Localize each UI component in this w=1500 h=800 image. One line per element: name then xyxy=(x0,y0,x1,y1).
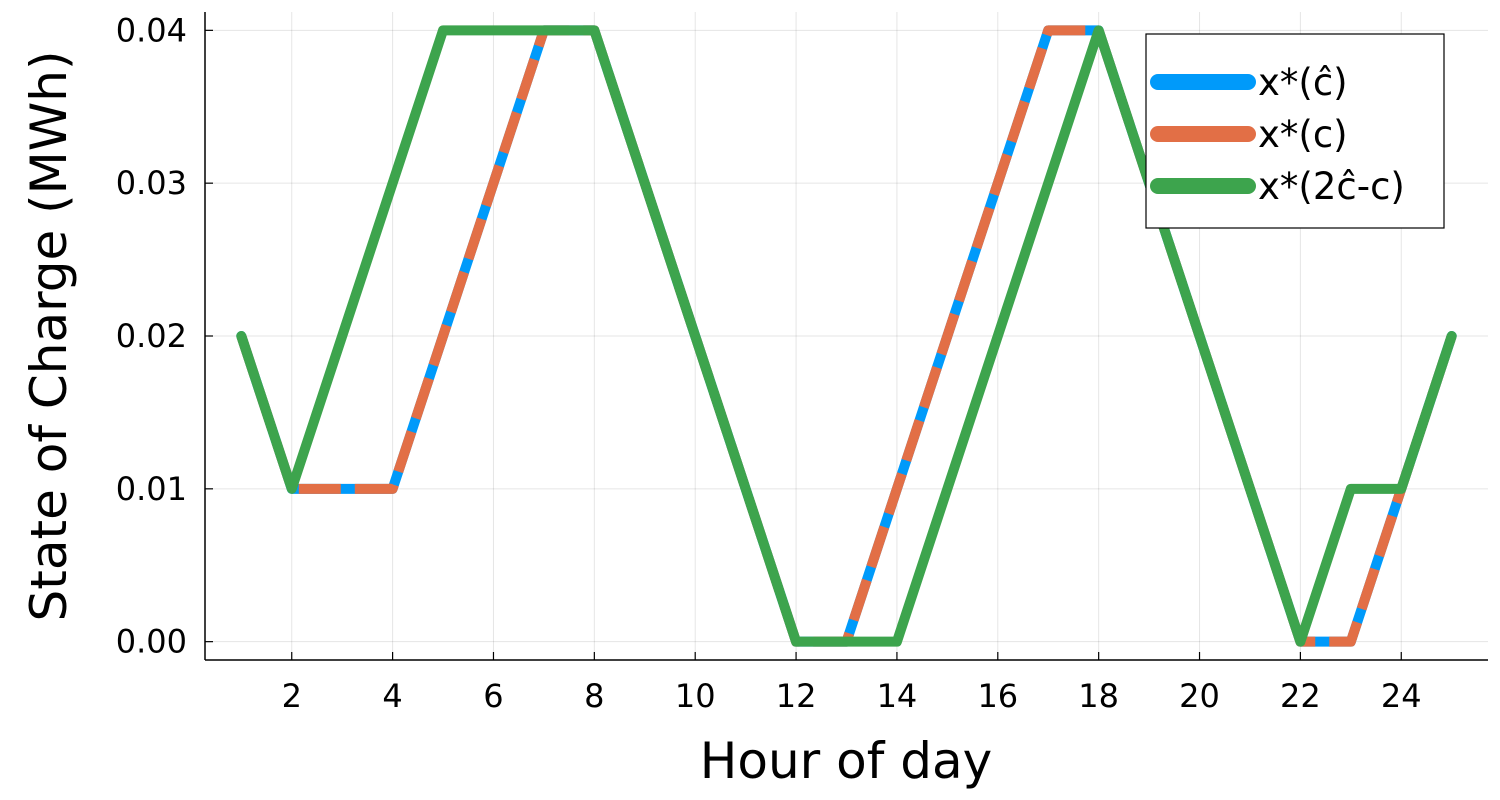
x-tick-label: 8 xyxy=(584,677,604,715)
y-tick-label: 0.00 xyxy=(116,623,187,661)
series-line-3 xyxy=(236,25,1457,647)
x-tick-label: 2 xyxy=(282,677,302,715)
legend-label: x*(2ĉ-c) xyxy=(1258,165,1405,208)
x-tick-label: 24 xyxy=(1381,677,1422,715)
legend: x*(ĉ) x*(c) x*(2ĉ-c) xyxy=(1145,33,1445,229)
legend-label: x*(c) xyxy=(1258,113,1348,156)
ticks-layer: 2 4 6 8 10 12 14 16 18 20 22 240.000.010.020.030.04 xyxy=(116,11,1422,715)
y-tick-label: 0.01 xyxy=(116,470,187,508)
legend-label: x*(ĉ) xyxy=(1258,61,1348,104)
y-tick-label: 0.02 xyxy=(116,317,187,355)
y-tick-label: 0.03 xyxy=(116,164,187,202)
y-axis-title: State of Charge (MWh) xyxy=(20,51,78,622)
x-tick-label: 18 xyxy=(1078,677,1119,715)
x-tick-label: 22 xyxy=(1280,677,1321,715)
x-tick-label: 6 xyxy=(483,677,503,715)
x-tick-label: 12 xyxy=(776,677,817,715)
x-tick-label: 20 xyxy=(1179,677,1220,715)
x-tick-label: 14 xyxy=(877,677,918,715)
y-tick-label: 0.04 xyxy=(116,11,187,49)
x-tick-label: 10 xyxy=(675,677,716,715)
x-axis-title: Hour of day xyxy=(700,732,992,790)
series-layer xyxy=(236,25,1457,647)
x-tick-label: 16 xyxy=(977,677,1018,715)
x-tick-label: 4 xyxy=(382,677,402,715)
